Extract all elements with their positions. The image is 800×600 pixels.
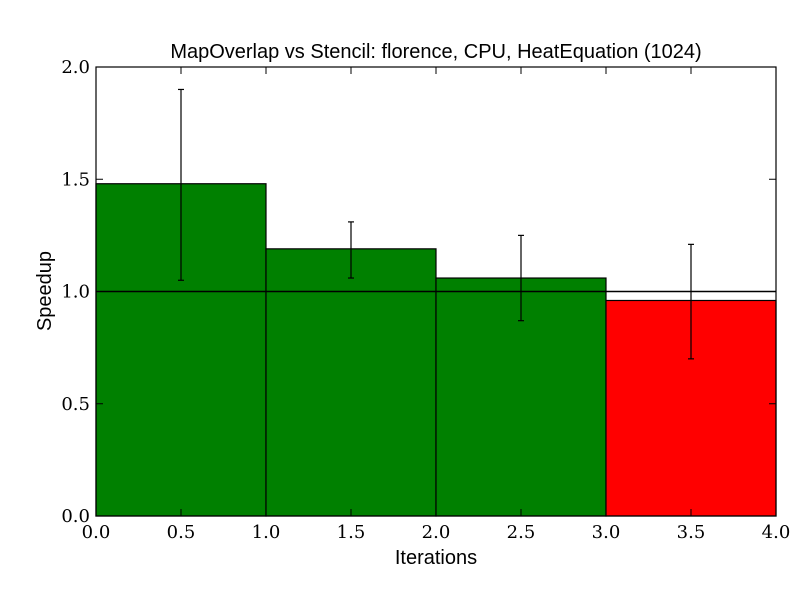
x-axis-label: Iterations — [395, 547, 477, 569]
x-tick-label-0: 0.0 — [82, 522, 111, 543]
x-tick-label-8: 4.0 — [762, 522, 791, 543]
x-tick-label-1: 0.5 — [167, 522, 196, 543]
x-tick-label-2: 1.0 — [252, 522, 281, 543]
chart-title: MapOverlap vs Stencil: florence, CPU, He… — [170, 41, 701, 63]
y-tick-label-4: 2.0 — [61, 57, 90, 78]
x-tick-label-3: 1.5 — [337, 522, 366, 543]
y-tick-label-1: 0.5 — [61, 394, 90, 415]
x-tick-label-7: 3.5 — [677, 522, 706, 543]
bar-2 — [265, 248, 437, 517]
y-tick-label-3: 1.5 — [61, 169, 90, 190]
ticks-layer: 0.0 0.5 1.0 1.5 2.0 2.5 3.0 3.5 4.0 0.0 0.5 1.0 1.5 2… — [61, 57, 790, 543]
x-tick-label-4: 2.0 — [422, 522, 451, 543]
error-bars-layer — [178, 88, 694, 360]
y-tick-label-0: 0.0 — [61, 506, 90, 527]
y-axis-label: Speedup — [34, 251, 56, 331]
x-tick-label-6: 3.0 — [592, 522, 621, 543]
y-tick-label-2: 1.0 — [61, 282, 90, 303]
x-tick-label-5: 2.5 — [507, 522, 536, 543]
